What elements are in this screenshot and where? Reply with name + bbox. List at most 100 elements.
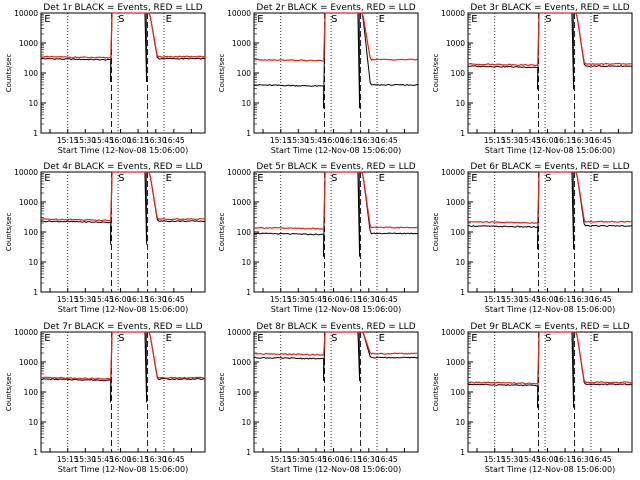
y-tick-label: 1 <box>33 448 38 457</box>
x-axis-label: Start Time (12-Nov-08 15:06:00) <box>271 465 401 474</box>
y-axis-label: Counts/sec <box>5 213 13 252</box>
y-axis-label: Counts/sec <box>218 54 226 93</box>
x-tick-label: 15:30 <box>287 455 309 464</box>
y-tick-label: 1000 <box>19 358 38 367</box>
y-tick-label: 10 <box>28 99 38 108</box>
x-tick-label: 15:15 <box>270 136 292 145</box>
lld-series-line <box>40 12 206 59</box>
chart-panel: Det 2r BLACK = Events, RED = LLD Counts/s… <box>218 3 419 155</box>
x-tick-label: 15:45 <box>92 295 114 304</box>
y-tick-label: 10 <box>241 99 251 108</box>
events-series-line <box>254 171 419 257</box>
x-tick-label: 15:15 <box>484 295 506 304</box>
x-tick-label: 15:15 <box>484 136 506 145</box>
x-tick-label: 15:30 <box>287 295 309 304</box>
chart-title: Det 8r BLACK = Events, RED = LLD <box>256 322 415 332</box>
x-tick-label: 16:30 <box>572 295 594 304</box>
y-tick-label: 100 <box>24 228 39 237</box>
x-tick-label: 16:15 <box>127 295 149 304</box>
x-tick-label: 15:30 <box>74 295 96 304</box>
y-tick-label: 1 <box>246 129 251 138</box>
x-tick-label: 16:30 <box>358 295 380 304</box>
x-tick-label: 15:30 <box>501 295 523 304</box>
x-tick-label: 16:30 <box>145 295 167 304</box>
x-tick-label: 15:30 <box>74 455 96 464</box>
x-tick-label: 15:15 <box>57 136 79 145</box>
x-tick-label: 16:15 <box>554 455 576 464</box>
y-tick-label: 10000 <box>441 328 465 337</box>
y-tick-label: 100 <box>24 69 39 78</box>
x-tick-label: 15:45 <box>519 455 541 464</box>
y-tick-label: 1 <box>246 288 251 297</box>
plot-frame <box>40 331 206 453</box>
lld-series-line <box>467 171 633 224</box>
x-tick-label: 15:45 <box>519 295 541 304</box>
event-marker: E <box>166 333 172 344</box>
event-marker: E <box>257 333 263 344</box>
x-tick-label: 16:45 <box>590 455 612 464</box>
y-tick-label: 1000 <box>19 39 38 48</box>
x-tick-label: 16:45 <box>376 136 398 145</box>
x-tick-label: 16:45 <box>376 295 398 304</box>
chart-title: Det 2r BLACK = Events, RED = LLD <box>256 3 415 13</box>
y-tick-label: 100 <box>237 228 252 237</box>
y-tick-label: 10000 <box>441 168 465 177</box>
y-tick-label: 1000 <box>446 198 465 207</box>
y-tick-label: 100 <box>451 228 466 237</box>
event-marker: E <box>379 333 385 344</box>
x-tick-label: 15:45 <box>305 295 327 304</box>
x-tick-label: 15:45 <box>305 136 327 145</box>
lld-series-line <box>467 331 633 385</box>
x-tick-label: 15:45 <box>92 455 114 464</box>
x-tick-label: 15:45 <box>92 136 114 145</box>
lld-series-line <box>253 12 419 62</box>
y-axis-label: Counts/sec <box>432 54 440 93</box>
y-tick-label: 10 <box>455 258 465 267</box>
y-tick-label: 1000 <box>232 358 251 367</box>
y-tick-label: 1 <box>33 288 38 297</box>
x-tick-label: 16:00 <box>110 455 132 464</box>
y-tick-label: 10 <box>455 99 465 108</box>
chart-panel: Det 1r BLACK = Events, RED = LLD Counts/s… <box>5 3 206 155</box>
event-marker: E <box>471 333 477 344</box>
y-tick-label: 10000 <box>14 168 38 177</box>
x-axis-label: Start Time (12-Nov-08 15:06:00) <box>485 305 615 314</box>
x-axis-label: Start Time (12-Nov-08 15:06:00) <box>58 305 188 314</box>
event-marker: E <box>471 173 477 184</box>
event-marker: E <box>593 173 599 184</box>
x-axis-label: Start Time (12-Nov-08 15:06:00) <box>485 146 615 155</box>
y-tick-label: 1 <box>33 129 38 138</box>
y-axis-label: Counts/sec <box>218 213 226 252</box>
x-tick-label: 16:45 <box>376 455 398 464</box>
chart-panel: Det 7r BLACK = Events, RED = LLD Counts/s… <box>5 322 206 474</box>
event-marker: S <box>331 333 337 344</box>
x-tick-label: 16:15 <box>127 455 149 464</box>
x-tick-label: 15:15 <box>57 455 79 464</box>
x-tick-label: 16:15 <box>127 136 149 145</box>
y-axis-label: Counts/sec <box>5 54 13 93</box>
y-tick-label: 1 <box>460 129 465 138</box>
x-axis-label: Start Time (12-Nov-08 15:06:00) <box>271 305 401 314</box>
y-tick-label: 100 <box>451 388 466 397</box>
plot-frame <box>467 171 633 293</box>
chart-title: Det 9r BLACK = Events, RED = LLD <box>470 322 629 332</box>
y-axis-label: Counts/sec <box>5 373 13 412</box>
event-marker: S <box>545 14 551 25</box>
y-tick-label: 10 <box>28 418 38 427</box>
x-tick-label: 16:00 <box>323 295 345 304</box>
plot-frame <box>253 12 419 134</box>
y-tick-label: 1 <box>246 448 251 457</box>
chart-title: Det 7r BLACK = Events, RED = LLD <box>43 322 202 332</box>
y-tick-label: 10000 <box>227 328 251 337</box>
x-tick-label: 16:30 <box>572 136 594 145</box>
event-marker: E <box>257 14 263 25</box>
plot-frame <box>467 12 633 134</box>
chart-panel: Det 5r BLACK = Events, RED = LLD Counts/s… <box>218 162 419 314</box>
y-tick-label: 1000 <box>446 358 465 367</box>
chart-panel: Det 6r BLACK = Events, RED = LLD Counts/s… <box>432 162 633 314</box>
event-marker: S <box>118 14 124 25</box>
x-tick-label: 15:15 <box>270 455 292 464</box>
y-tick-label: 10 <box>241 258 251 267</box>
event-marker: E <box>166 173 172 184</box>
y-tick-label: 10000 <box>14 9 38 18</box>
